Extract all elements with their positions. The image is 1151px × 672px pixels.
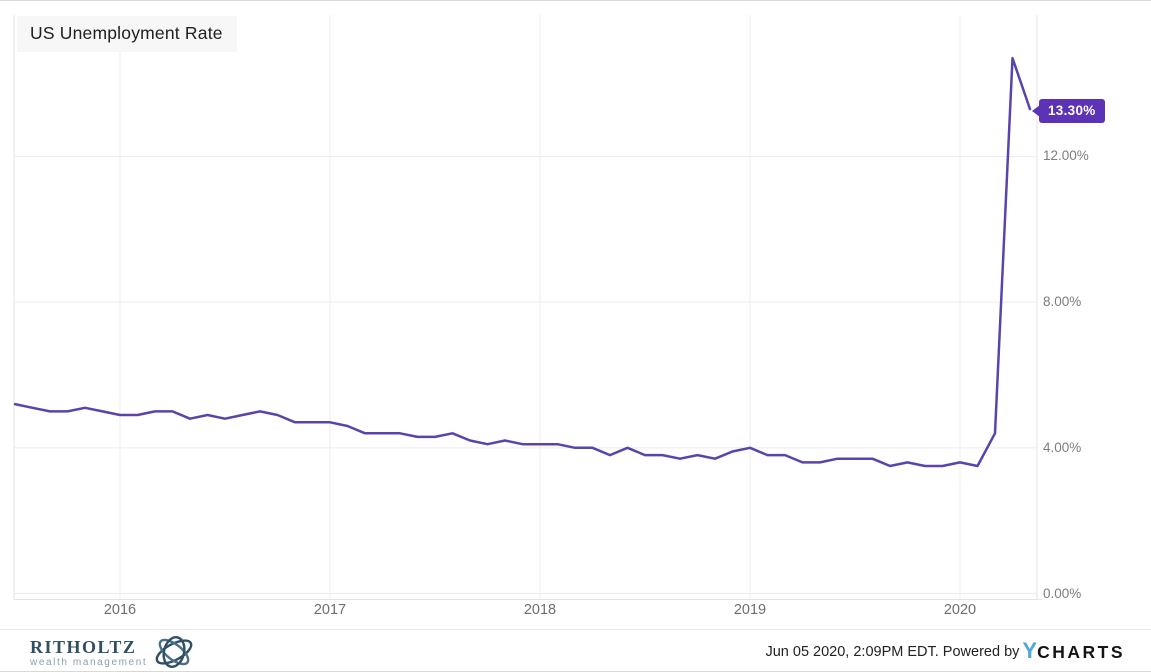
y-axis-tick-label: 12.00% xyxy=(1043,148,1089,164)
chart-title: US Unemployment Rate xyxy=(17,16,237,52)
ycharts-logo: Y CHARTS xyxy=(1022,637,1125,663)
footer-timestamp: Jun 05 2020, 2:09PM EDT. Powered by xyxy=(765,643,1020,660)
badge-arrow-icon xyxy=(1032,104,1040,117)
x-axis-tick-label: 2017 xyxy=(313,602,347,618)
ycharts-y: Y xyxy=(1022,637,1038,663)
ycharts-charts: CHARTS xyxy=(1037,641,1125,662)
ritholtz-logo: RITHOLTZ wealth management xyxy=(30,633,197,671)
brand-tagline: wealth management xyxy=(30,657,148,668)
swirl-logo-icon xyxy=(155,636,193,668)
y-axis-tick-label: 0.00% xyxy=(1043,585,1082,601)
y-axis-tick-label: 4.00% xyxy=(1043,439,1082,455)
footer: RITHOLTZ wealth management Jun 05 2020, … xyxy=(0,629,1151,671)
x-axis-tick-label: 2016 xyxy=(103,602,137,618)
last-value-badge: 13.30% xyxy=(1032,99,1105,124)
plot-area xyxy=(13,15,1042,600)
y-axis-tick-label: 8.00% xyxy=(1043,294,1082,310)
x-axis-tick-label: 2019 xyxy=(733,602,767,618)
line-series xyxy=(13,56,1032,468)
brand-name: RITHOLTZ xyxy=(30,637,137,657)
badge-label: 13.30% xyxy=(1048,103,1096,119)
x-axis-tick-label: 2018 xyxy=(523,602,557,618)
x-axis-tick-label: 2020 xyxy=(943,602,977,618)
